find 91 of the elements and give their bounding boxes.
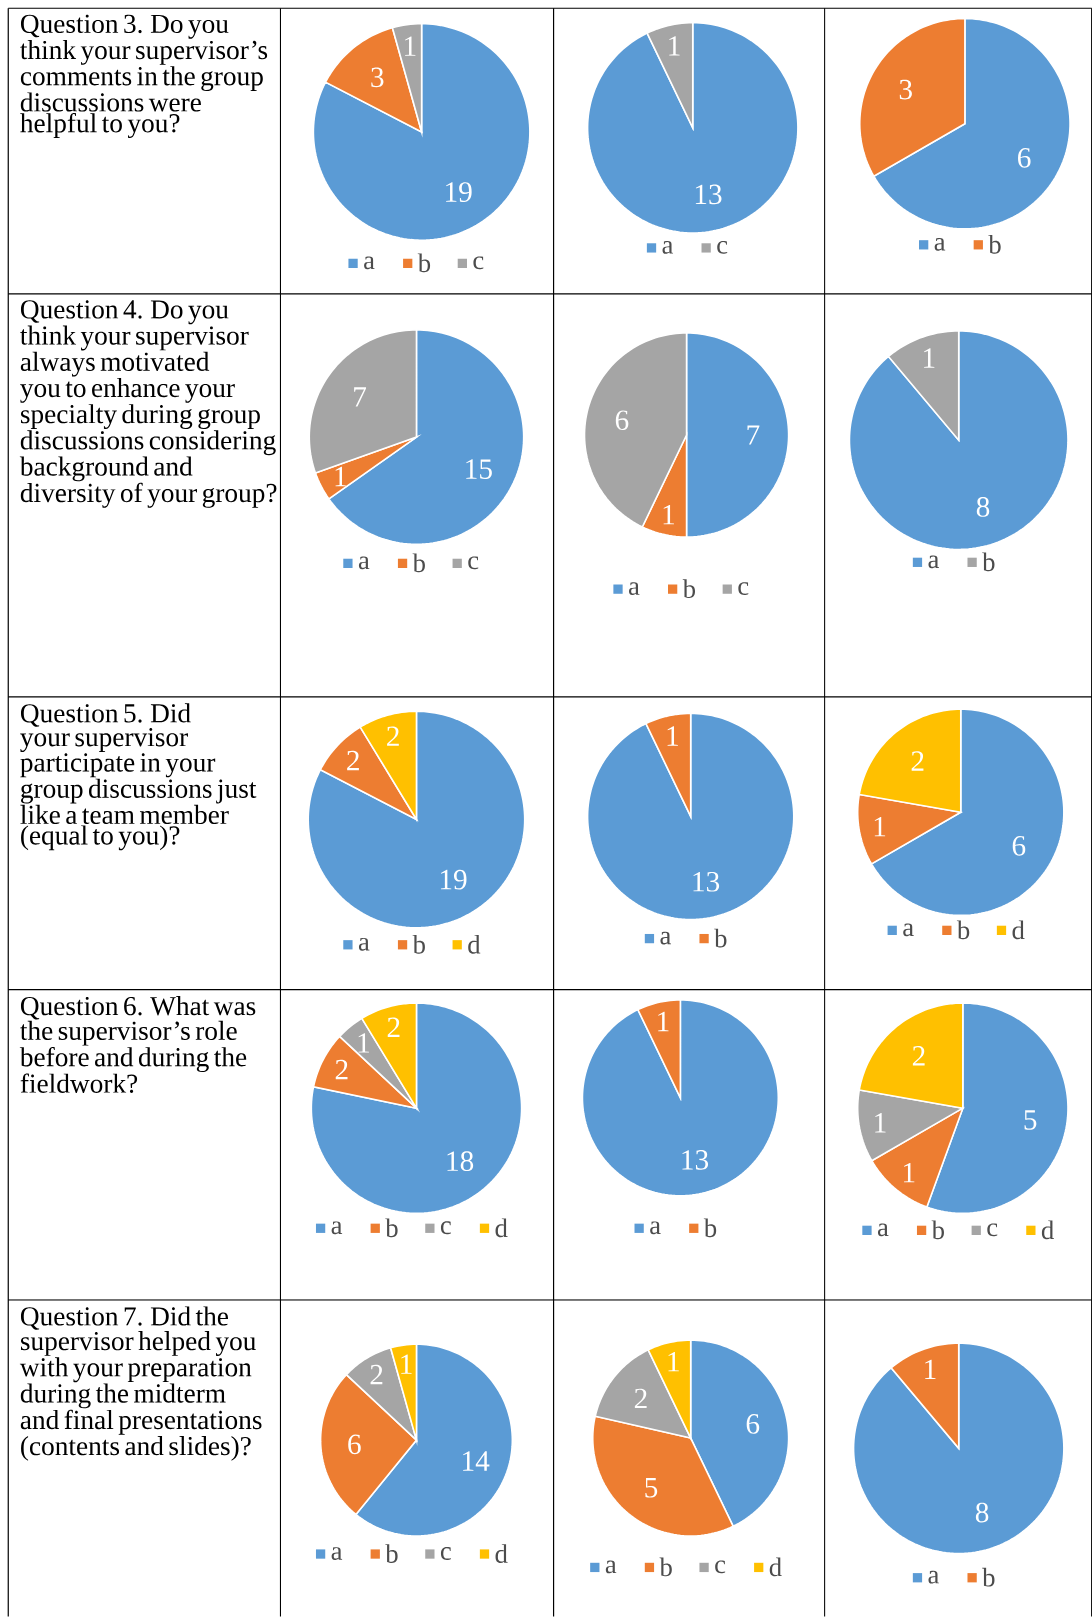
text: Question 6. What was the supervisor’s role before and during the fieldwork? bbox=[19, 996, 256, 1094]
data-label: 2 bbox=[912, 1046, 925, 1066]
legend-label: a bbox=[903, 923, 914, 937]
data-label: 5 bbox=[645, 1478, 658, 1498]
data-label: 2 bbox=[911, 751, 924, 771]
data-label: 1 bbox=[667, 726, 678, 746]
legend-label: b bbox=[682, 579, 695, 598]
data-label: 7 bbox=[747, 425, 760, 445]
legend-label: a bbox=[605, 1560, 617, 1574]
data-label: 13 bbox=[682, 1150, 708, 1170]
legend-label: a bbox=[358, 556, 370, 570]
data-label: 2 bbox=[335, 1059, 348, 1080]
data-label: 3 bbox=[371, 67, 384, 88]
data-label: 7 bbox=[353, 387, 366, 407]
legend-label: a bbox=[650, 1221, 661, 1235]
legend-label: d bbox=[495, 1218, 508, 1238]
data-label: 6 bbox=[1012, 835, 1026, 856]
legend-label: d bbox=[495, 1544, 508, 1563]
data-label: 1 bbox=[874, 816, 885, 837]
data-label: 1 bbox=[335, 466, 346, 487]
data-label: 1 bbox=[404, 36, 416, 56]
data-label: 13 bbox=[695, 184, 722, 205]
data-label: 1 bbox=[668, 1352, 679, 1372]
legend-label: b bbox=[982, 552, 995, 572]
legend-label: d bbox=[769, 1557, 782, 1577]
legend-label: a bbox=[363, 256, 375, 270]
data-label: 5 bbox=[1024, 1110, 1037, 1130]
legend-label: c bbox=[440, 1547, 451, 1560]
data-label: 2 bbox=[634, 1388, 647, 1409]
legend-label: d bbox=[1041, 1220, 1054, 1240]
legend-label: a bbox=[662, 241, 673, 254]
legend-label: b bbox=[982, 1567, 995, 1587]
data-label: 18 bbox=[447, 1151, 474, 1172]
legend-label: a bbox=[331, 1221, 342, 1235]
data-label: 6 bbox=[348, 1434, 361, 1455]
legend-label: a bbox=[928, 555, 939, 569]
data-label: 15 bbox=[466, 459, 492, 479]
data-label: 1 bbox=[401, 1354, 412, 1374]
legend-label: b bbox=[412, 934, 425, 954]
data-label: 2 bbox=[387, 1017, 400, 1037]
data-label: 19 bbox=[445, 182, 472, 202]
data-label: 1 bbox=[903, 1162, 915, 1183]
data-label: 8 bbox=[976, 497, 990, 517]
legend-label: c bbox=[987, 1223, 998, 1237]
data-label: 1 bbox=[358, 1033, 369, 1053]
data-label: 2 bbox=[347, 750, 359, 771]
data-label: 6 bbox=[615, 410, 629, 431]
text: Question 5. Did your supervisor participate in your group discussions just like a team member (equal to you)? bbox=[20, 703, 257, 851]
data-label: 3 bbox=[899, 79, 912, 100]
legend-label: b bbox=[703, 1218, 717, 1238]
text: Question 7. Did the supervisor helped you with your preparation during the midterm and final presentations (contents and slides)? bbox=[19, 1306, 262, 1461]
legend-label: b bbox=[385, 1544, 398, 1563]
legend-label: c bbox=[473, 256, 484, 270]
legend-label: b bbox=[956, 920, 970, 940]
legend-label: a bbox=[660, 931, 671, 945]
legend-label: c bbox=[468, 556, 479, 570]
legend-label: d bbox=[468, 934, 481, 954]
data-label: 2 bbox=[370, 1364, 383, 1385]
data-label: 1 bbox=[875, 1113, 886, 1133]
text: Question 4. Do you think your supervisor always motivated you to enhance your specialty during group discussions considering background and diversity of your group? bbox=[19, 300, 277, 508]
data-label: 8 bbox=[975, 1502, 989, 1523]
legend-label: b bbox=[385, 1218, 398, 1238]
legend-label: a bbox=[331, 1547, 342, 1560]
data-label: 19 bbox=[440, 869, 467, 890]
legend-label: a bbox=[934, 237, 946, 251]
data-label: 13 bbox=[693, 871, 719, 892]
legend-label: c bbox=[738, 582, 749, 596]
legend-label: b bbox=[714, 928, 727, 948]
data-label: 1 bbox=[669, 36, 680, 56]
data-label: 1 bbox=[663, 504, 674, 525]
legend-label: b bbox=[412, 553, 425, 573]
legend-label: b bbox=[417, 253, 430, 273]
legend-label: b bbox=[931, 1220, 944, 1240]
data-label: 6 bbox=[1017, 148, 1031, 168]
legend-label: c bbox=[440, 1221, 451, 1235]
legend-label: a bbox=[628, 582, 640, 595]
data-label: 1 bbox=[658, 1011, 669, 1032]
legend-label: a bbox=[877, 1223, 889, 1237]
legend-label: a bbox=[928, 1570, 939, 1584]
legend-label: c bbox=[717, 240, 728, 254]
legend-label: c bbox=[715, 1560, 726, 1574]
data-label: 1 bbox=[925, 1359, 936, 1379]
data-label: 2 bbox=[386, 726, 399, 746]
text: Question 3. Do you think your supervisor’s comments in the group discussions were helpful to you? bbox=[19, 14, 267, 139]
legend-label: d bbox=[1012, 920, 1025, 940]
legend-label: b bbox=[988, 234, 1001, 254]
legend-label: b bbox=[659, 1557, 672, 1577]
data-label: 1 bbox=[923, 348, 935, 368]
data-label: 6 bbox=[746, 1414, 760, 1434]
data-label: 14 bbox=[462, 1451, 490, 1471]
legend-label: a bbox=[358, 937, 370, 951]
